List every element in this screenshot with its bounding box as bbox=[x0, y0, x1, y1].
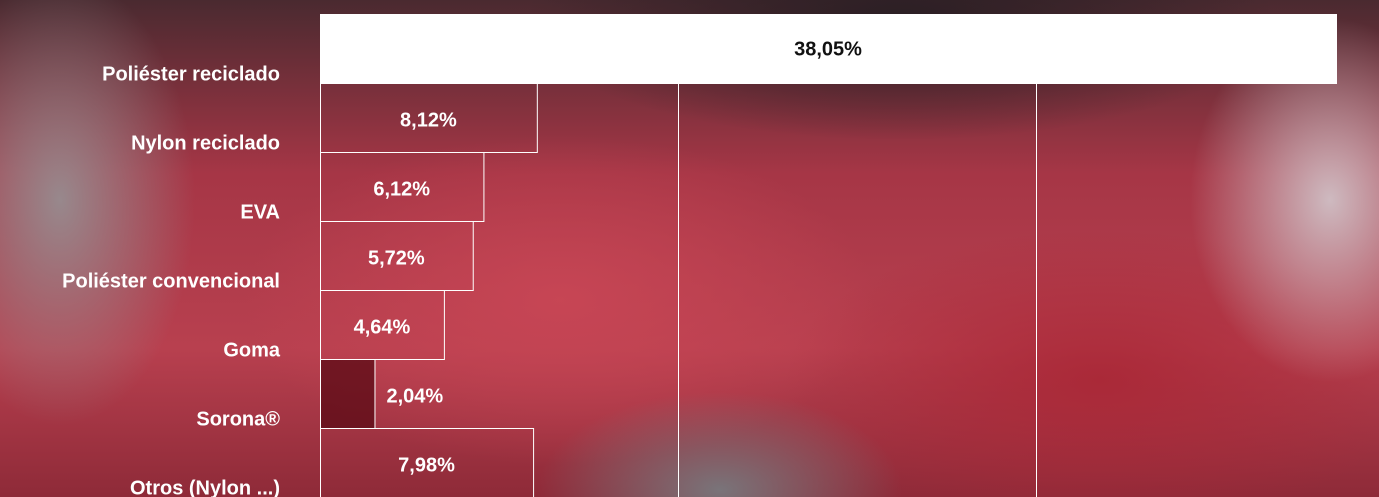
value-label: 2,04% bbox=[386, 385, 443, 407]
category-label: Nylon reciclado bbox=[131, 132, 280, 154]
value-label: 7,98% bbox=[398, 454, 455, 476]
bar bbox=[320, 359, 376, 429]
value-label: 4,64% bbox=[354, 316, 411, 338]
category-label: EVA bbox=[240, 201, 280, 223]
value-label: 8,12% bbox=[400, 109, 457, 131]
category-label: Poliéster convencional bbox=[62, 270, 280, 292]
category-label: Goma bbox=[223, 339, 281, 361]
value-label: 5,72% bbox=[368, 247, 425, 269]
bar bbox=[320, 428, 535, 497]
category-label: Sorona® bbox=[196, 408, 280, 430]
bar bbox=[320, 14, 1337, 84]
category-label: Poliéster reciclado bbox=[102, 63, 280, 85]
value-label: 38,05% bbox=[794, 38, 862, 60]
value-label: 6,12% bbox=[373, 178, 430, 200]
bar bbox=[320, 290, 445, 360]
category-label: Otros (Nylon ...) bbox=[130, 477, 280, 497]
